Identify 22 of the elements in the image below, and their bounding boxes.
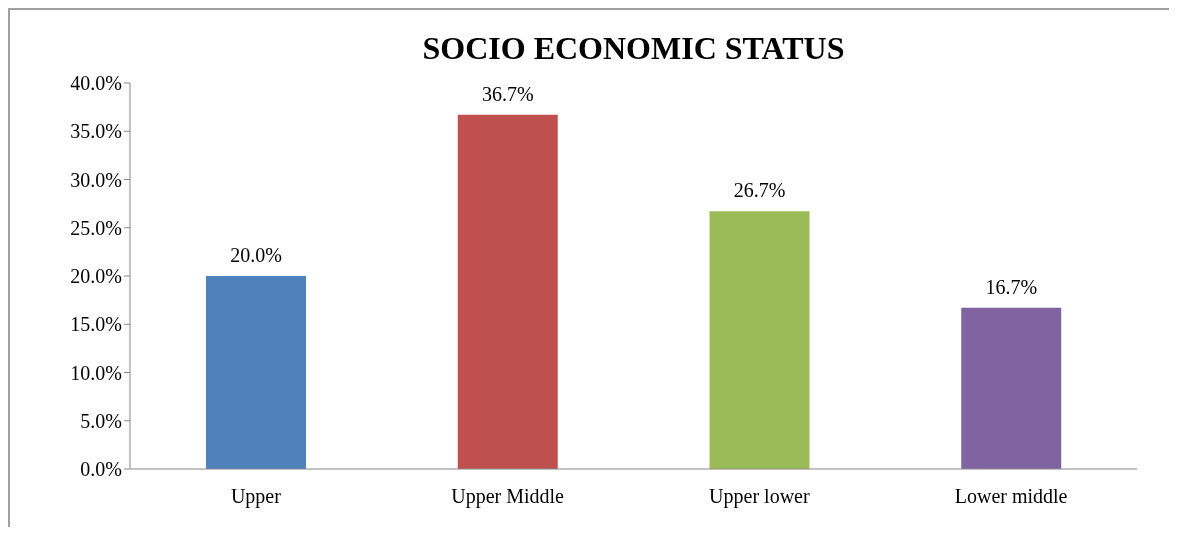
y-tick-label: 35.0% [70, 120, 122, 143]
bar [709, 211, 810, 469]
data-label: 36.7% [481, 82, 534, 105]
data-label: 16.7% [985, 275, 1038, 298]
y-tick-label: 40.0% [70, 72, 122, 95]
y-tick-label: 0.0% [80, 458, 122, 481]
x-tick-label: Upper lower [709, 485, 810, 509]
data-label: 26.7% [733, 179, 786, 202]
x-tick-label: Upper [230, 485, 282, 509]
bar [961, 307, 1062, 469]
bar [206, 276, 306, 469]
y-tick-label: 15.0% [70, 313, 122, 336]
chart-title: SOCIO ECONOMIC STATUS [421, 30, 846, 67]
y-tick-label: 20.0% [70, 265, 122, 288]
bar [457, 114, 558, 469]
y-tick-label: 5.0% [80, 409, 122, 432]
y-tick-label: 25.0% [70, 216, 122, 239]
y-tick-label: 10.0% [70, 361, 122, 384]
x-tick-label: Lower middle [954, 485, 1068, 508]
data-label: 20.0% [230, 244, 282, 266]
x-tick-label: Upper Middle [451, 485, 565, 509]
y-tick-label: 30.0% [70, 168, 122, 191]
